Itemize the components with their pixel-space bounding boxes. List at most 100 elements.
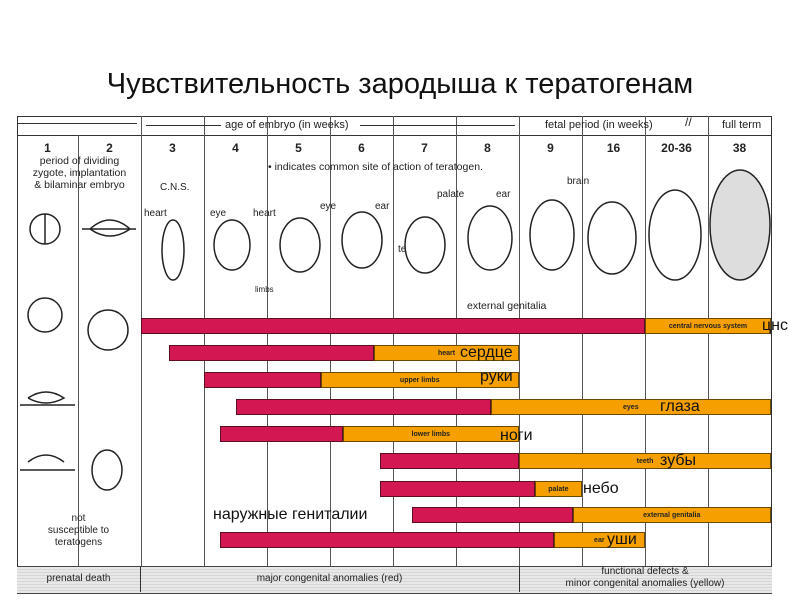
russian-label: наружные гениталии xyxy=(213,506,368,523)
period-text: period of dividing zygote, implantation … xyxy=(22,155,137,191)
implantation-icon xyxy=(82,219,136,237)
embryo-week3-icon xyxy=(161,219,185,281)
week-number: 4 xyxy=(232,141,239,155)
embryo-week9-icon xyxy=(529,199,575,271)
major-anomaly-bar xyxy=(141,318,645,334)
column-divider xyxy=(204,116,205,566)
slide-title: Чувствительность зародыша к тератогенам xyxy=(106,68,694,100)
russian-label: уши xyxy=(607,531,637,548)
embryo-week16-icon xyxy=(587,201,637,275)
week-number: 6 xyxy=(358,141,365,155)
column-divider xyxy=(78,135,79,566)
minor-anomaly-bar: ear xyxy=(553,532,645,548)
morula-icon xyxy=(27,297,63,333)
column-divider xyxy=(582,116,583,566)
week-number: 3 xyxy=(169,141,176,155)
embryo-week4-icon xyxy=(213,219,251,271)
label-brain: brain xyxy=(567,176,590,187)
header-divider xyxy=(17,135,771,136)
site-note: • indicates common site of action of ter… xyxy=(268,161,483,173)
label-cns: C.N.S. xyxy=(160,182,190,193)
column-divider xyxy=(456,116,457,566)
minor-anomaly-bar: external genitalia xyxy=(572,507,771,523)
label-eye: eye xyxy=(210,208,227,219)
label-eye: eye xyxy=(320,201,337,212)
minor-anomaly-bar: teeth xyxy=(519,453,771,469)
week-number: 38 xyxy=(732,141,747,155)
column-divider xyxy=(393,116,394,566)
column-divider xyxy=(708,116,709,566)
fetus-38-icon xyxy=(709,169,771,281)
embryo-disc-icon xyxy=(20,391,75,406)
embryo-week8-icon xyxy=(467,205,513,271)
blastocyst-icon xyxy=(87,309,129,351)
arrow-line xyxy=(360,125,515,126)
week-number: 9 xyxy=(547,141,554,155)
label-ear: ear xyxy=(375,201,390,212)
major-anomaly-bar xyxy=(235,399,491,415)
column-divider xyxy=(141,116,142,566)
week-number: 5 xyxy=(295,141,302,155)
major-anomaly-bar xyxy=(204,372,321,388)
minor-anomalies-label: functional defects & minor congenital an… xyxy=(519,566,771,590)
week-number: 16 xyxy=(606,141,621,155)
fetus-20-36-icon xyxy=(648,189,702,281)
arrow-left-period xyxy=(17,123,137,124)
full-term-label: full term xyxy=(722,119,762,131)
minor-anomaly-bar: upper limbs xyxy=(320,372,519,388)
age-of-embryo-label: age of embryo (in weeks) xyxy=(225,119,349,131)
column-divider xyxy=(645,116,646,566)
note-line: teratogens xyxy=(54,537,103,548)
minor-line: functional defects & xyxy=(601,566,689,577)
major-anomaly-bar xyxy=(380,481,535,497)
week-number: 7 xyxy=(421,141,428,155)
column-divider xyxy=(267,116,268,566)
label-heart: heart xyxy=(253,208,276,219)
major-anomaly-bar xyxy=(411,507,573,523)
russian-label: глаза xyxy=(660,398,700,415)
chorion-icon xyxy=(91,449,123,491)
week-number: 2 xyxy=(106,141,113,155)
frame-top xyxy=(17,116,771,117)
russian-label: сердце xyxy=(460,344,513,361)
band-divider xyxy=(519,566,520,592)
outcome-band xyxy=(17,566,772,594)
not-susceptible-note: not susceptible to teratogens xyxy=(17,513,140,549)
embryo-disc-icon xyxy=(20,454,75,471)
period-text-line: period of dividing xyxy=(39,155,120,167)
label-limbs: limbs xyxy=(255,285,274,294)
minor-anomaly-bar: palate xyxy=(534,481,582,497)
fetal-period-label: fetal period (in weeks) xyxy=(545,119,653,131)
russian-label: цнс xyxy=(762,317,788,334)
russian-label: зубы xyxy=(660,452,696,469)
russian-label: ноги xyxy=(500,427,533,444)
band-divider xyxy=(140,566,141,592)
major-anomaly-bar xyxy=(380,453,519,469)
break-mark: // xyxy=(685,115,692,129)
label-ear: ear xyxy=(496,189,511,200)
russian-label: небо xyxy=(583,480,619,497)
frame-right xyxy=(771,116,772,592)
period-text-line: & bilaminar embryo xyxy=(34,179,125,191)
minor-anomaly-bar: central nervous system xyxy=(645,318,771,334)
minor-anomaly-bar: eyes xyxy=(490,399,771,415)
prenatal-death-label: prenatal death xyxy=(46,573,111,584)
column-divider xyxy=(330,116,331,566)
major-anomaly-bar xyxy=(219,532,554,548)
note-line: not xyxy=(71,513,86,524)
minor-anomaly-bar: lower limbs xyxy=(342,426,519,442)
embryo-week7-icon xyxy=(404,216,446,274)
column-divider xyxy=(519,116,520,566)
minor-anomaly-bar: heart xyxy=(374,345,519,361)
label-external-genitalia: external genitalia xyxy=(467,300,547,312)
major-anomalies-label: major congenital anomalies (red) xyxy=(256,573,403,584)
major-anomaly-bar xyxy=(219,426,343,442)
note-line: susceptible to xyxy=(47,525,110,536)
week-number: 20-36 xyxy=(661,141,692,155)
frame-left xyxy=(17,116,18,592)
minor-line: minor congenital anomalies (yellow) xyxy=(565,578,725,589)
russian-label: руки xyxy=(480,368,513,385)
label-palate: palate xyxy=(437,189,465,200)
